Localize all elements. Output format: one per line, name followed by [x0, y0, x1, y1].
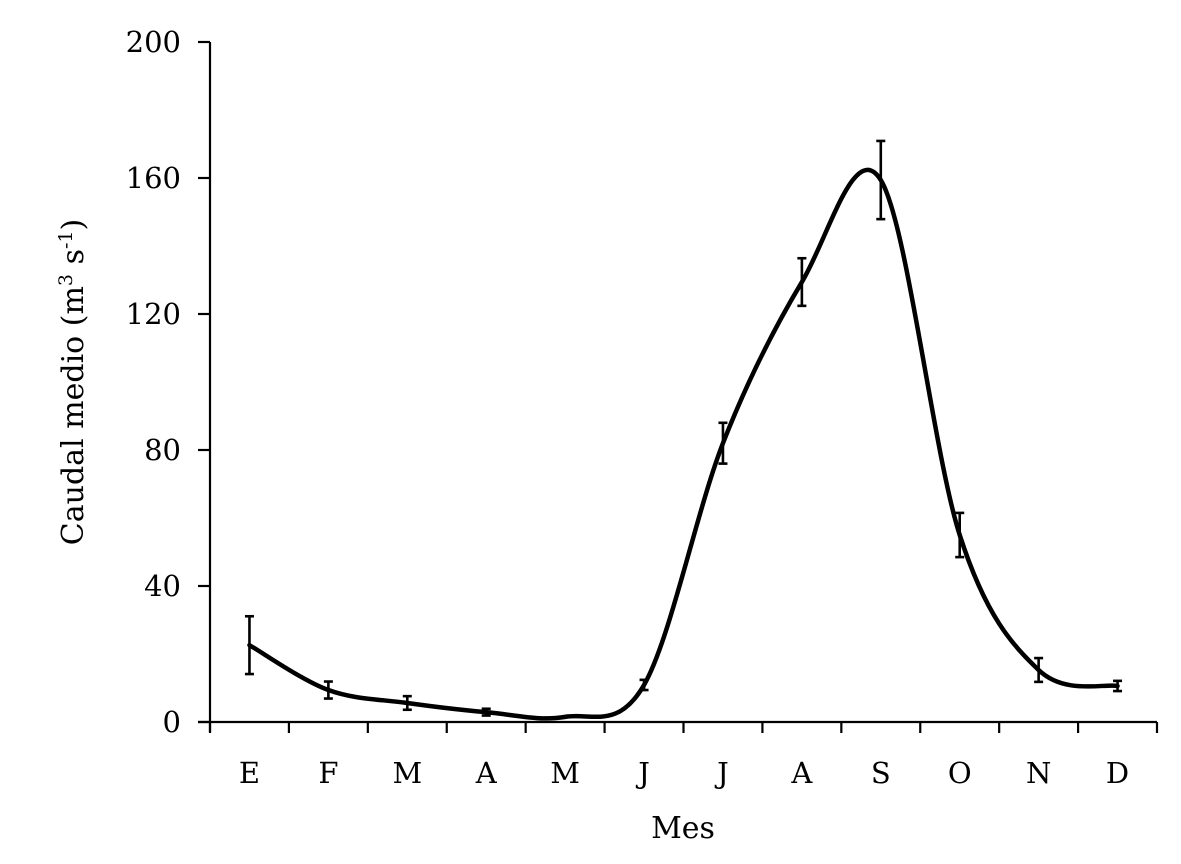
error-bars — [244, 139, 1123, 717]
error-bar — [1034, 656, 1044, 684]
error-bar — [718, 421, 728, 465]
error-bar — [1113, 679, 1123, 693]
x-tick-label: M — [550, 756, 580, 790]
error-bar — [323, 680, 333, 700]
x-tick-label: F — [318, 756, 338, 790]
error-bar — [955, 511, 965, 559]
y-tick-label: 40 — [144, 569, 181, 603]
y-axis: 0 40 80 120 160 200 — [126, 25, 212, 739]
error-bar — [876, 139, 886, 221]
y-tick-label: 120 — [126, 297, 181, 331]
y-tick-label: 160 — [126, 161, 181, 195]
series-line — [247, 167, 1120, 721]
y-axis-title: Caudal medio (m3 s-1) — [55, 219, 91, 545]
x-tick-label: M — [392, 756, 422, 790]
x-tick-label: J — [635, 756, 650, 790]
y-tick-label: 0 — [163, 705, 181, 739]
x-tick-label: E — [239, 756, 260, 790]
error-bar — [639, 678, 649, 692]
x-axis-title: Mes — [651, 811, 715, 846]
x-tick-label: N — [1026, 756, 1051, 790]
x-tick-label: S — [871, 756, 891, 790]
error-bar — [481, 707, 491, 717]
y-tick-label: 200 — [126, 25, 181, 59]
y-tick-label: 80 — [144, 433, 181, 467]
error-bar — [402, 694, 412, 712]
error-bar — [797, 256, 807, 308]
x-tick-label: A — [475, 756, 498, 790]
x-tick-label: O — [948, 756, 972, 790]
x-tick-label: A — [790, 756, 813, 790]
x-tick-label: D — [1106, 756, 1129, 790]
x-tick-label: J — [714, 756, 729, 790]
error-bar — [244, 614, 254, 676]
